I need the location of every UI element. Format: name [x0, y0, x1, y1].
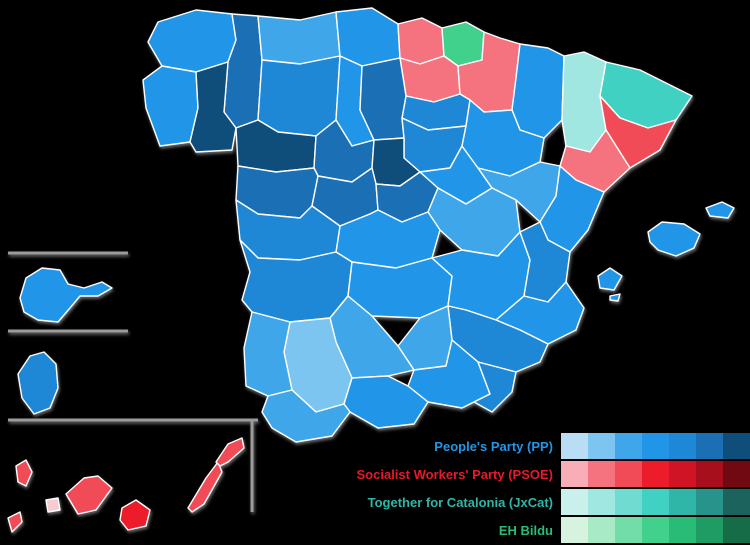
- legend-swatch-pp-1: [561, 433, 588, 459]
- legend-swatch-psoe-3: [615, 461, 642, 487]
- legend: People's Party (PP) Socialist Workers' Pa…: [301, 433, 750, 543]
- province-lapalma: [15, 459, 33, 487]
- province-alava: [399, 55, 461, 103]
- province-zaragoza: [461, 99, 545, 177]
- province-menorca: [705, 201, 735, 219]
- province-huesca: [511, 43, 565, 139]
- legend-swatch-ehbildu-5: [669, 517, 696, 543]
- legend-swatch-pp-3: [615, 433, 642, 459]
- legend-row-pp: People's Party (PP): [301, 433, 750, 459]
- legend-row-psoe: Socialist Workers' Party (PSOE): [301, 461, 750, 487]
- legend-swatch-psoe-5: [669, 461, 696, 487]
- legend-swatch-ehbildu-4: [642, 517, 669, 543]
- legend-swatch-jxcat-1: [561, 489, 588, 515]
- legend-swatch-psoe-4: [642, 461, 669, 487]
- legend-swatch-pp-7: [723, 433, 750, 459]
- legend-swatch-pp-2: [588, 433, 615, 459]
- province-almeria: [473, 361, 517, 413]
- mainland-provinces: [142, 7, 693, 443]
- legend-swatch-scale-jxcat: [561, 489, 750, 515]
- legend-swatch-psoe-6: [696, 461, 723, 487]
- legend-label-pp: People's Party (PP): [434, 438, 553, 454]
- province-formentera: [609, 293, 621, 302]
- province-vizcaya: [397, 17, 445, 65]
- province-tenerife: [65, 475, 113, 515]
- inset-frame-lines: [8, 251, 258, 512]
- legend-swatch-jxcat-6: [696, 489, 723, 515]
- legend-swatch-pp-5: [669, 433, 696, 459]
- balearic-islands: [597, 201, 735, 302]
- legend-swatch-ehbildu-7: [723, 517, 750, 543]
- canary-islands: [7, 437, 245, 533]
- legend-label-jxcat: Together for Catalonia (JxCat): [367, 494, 553, 510]
- legend-swatch-psoe-2: [588, 461, 615, 487]
- legend-swatch-ehbildu-3: [615, 517, 642, 543]
- province-lleida: [561, 51, 607, 153]
- province-cadiz: [261, 389, 351, 443]
- legend-swatch-ehbildu-6: [696, 517, 723, 543]
- legend-swatch-scale-ehbildu: [561, 517, 750, 543]
- legend-swatch-jxcat-7: [723, 489, 750, 515]
- legend-swatch-jxcat-2: [588, 489, 615, 515]
- province-pontevedra: [142, 65, 199, 147]
- province-asturias: [257, 11, 341, 65]
- legend-label-psoe: Socialist Workers' Party (PSOE): [356, 466, 553, 482]
- legend-swatch-jxcat-4: [642, 489, 669, 515]
- province-ceuta: [19, 267, 113, 323]
- legend-row-ehbildu: EH Bildu: [301, 517, 750, 543]
- province-lanzarote: [215, 437, 245, 467]
- legend-swatch-jxcat-3: [615, 489, 642, 515]
- province-ibiza: [597, 267, 623, 291]
- legend-swatch-ehbildu-2: [588, 517, 615, 543]
- legend-swatch-scale-psoe: [561, 461, 750, 487]
- province-cantabria: [335, 7, 401, 67]
- legend-swatch-jxcat-5: [669, 489, 696, 515]
- legend-label-ehbildu: EH Bildu: [498, 522, 553, 538]
- province-mallorca: [647, 221, 701, 257]
- ceuta-melilla-insets: [17, 267, 113, 415]
- legend-swatch-scale-pp: [561, 433, 750, 459]
- province-elhierro: [7, 511, 23, 533]
- province-coruna: [147, 9, 237, 73]
- province-grancanaria: [119, 499, 151, 531]
- province-leon: [257, 55, 341, 137]
- province-huelva: [243, 311, 293, 397]
- legend-swatch-psoe-1: [561, 461, 588, 487]
- province-fuerteventura: [187, 461, 223, 513]
- legend-row-jxcat: Together for Catalonia (JxCat): [301, 489, 750, 515]
- legend-swatch-ehbildu-1: [561, 517, 588, 543]
- legend-swatch-psoe-7: [723, 461, 750, 487]
- province-melilla: [17, 351, 59, 415]
- legend-swatch-pp-6: [696, 433, 723, 459]
- province-ourense: [189, 61, 237, 153]
- legend-swatch-pp-4: [642, 433, 669, 459]
- province-lagomera: [45, 497, 61, 513]
